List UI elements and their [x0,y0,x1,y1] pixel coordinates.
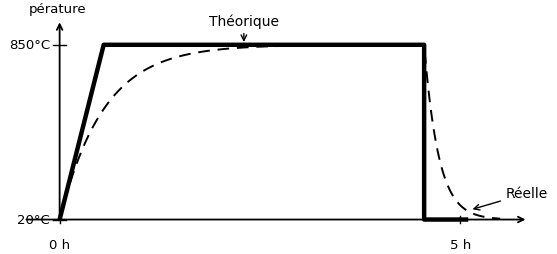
Text: pérature: pérature [29,3,87,16]
Text: Réelle: Réelle [474,186,548,210]
Text: Théorique: Théorique [209,14,279,41]
Text: 850°C: 850°C [9,39,50,52]
Text: 5 h: 5 h [449,239,471,251]
Text: 0 h: 0 h [49,239,70,251]
Text: 20°C: 20°C [17,213,50,226]
